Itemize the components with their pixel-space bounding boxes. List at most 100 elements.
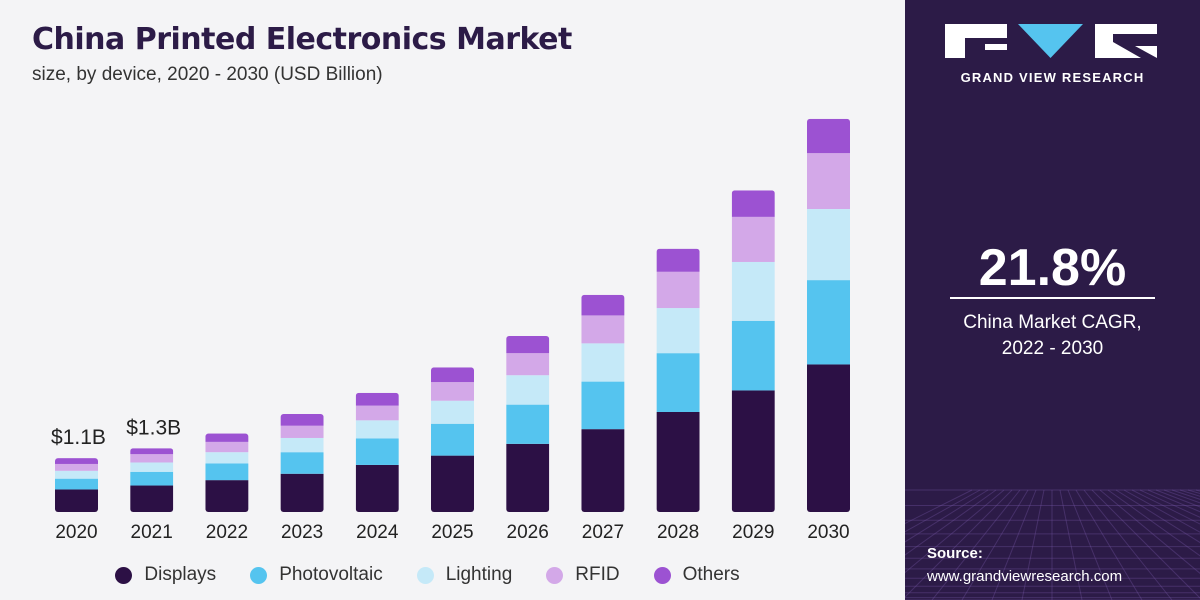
bar-2029-lighting bbox=[731, 261, 775, 321]
chart-subtitle: size, by device, 2020 - 2030 (USD Billio… bbox=[32, 64, 383, 85]
bar-2028-rfid bbox=[656, 271, 700, 309]
legend-item-photovoltaic: Photovoltaic bbox=[250, 564, 383, 586]
legend-swatch bbox=[416, 566, 434, 584]
bar-2026-lighting bbox=[506, 375, 550, 405]
bar-2027-others bbox=[581, 294, 625, 316]
x-tick-label: 2026 bbox=[507, 522, 549, 543]
bar-2026-displays bbox=[506, 443, 550, 512]
x-tick-label: 2025 bbox=[431, 522, 473, 543]
grid-line bbox=[905, 489, 1013, 598]
bar-2030-photovoltaic bbox=[807, 280, 850, 365]
legend-label: Photovoltaic bbox=[279, 564, 383, 585]
bar-2030-lighting bbox=[807, 209, 850, 281]
x-tick-label: 2022 bbox=[206, 522, 248, 543]
grid-line bbox=[1155, 489, 1200, 508]
x-tick-label: 2023 bbox=[281, 522, 323, 543]
bar-2029-photovoltaic bbox=[731, 320, 775, 391]
bar-2029-others bbox=[731, 190, 775, 217]
bar-stack-2020 bbox=[55, 458, 98, 512]
bar-2027-lighting bbox=[581, 343, 625, 382]
bar-2024-rfid bbox=[355, 405, 399, 421]
bar-2022-displays bbox=[205, 480, 249, 512]
grid-line bbox=[991, 489, 1037, 600]
bar-2024-photovoltaic bbox=[355, 438, 399, 465]
grid-line bbox=[1059, 489, 1083, 600]
bar-2026-photovoltaic bbox=[506, 404, 550, 444]
bar-stack-2023 bbox=[280, 413, 324, 512]
bar-2026-rfid bbox=[506, 353, 550, 376]
bar-stack-2026 bbox=[506, 336, 550, 512]
bar-2030-rfid bbox=[807, 153, 850, 210]
bar-stack-2025 bbox=[431, 367, 474, 512]
grid-line bbox=[1107, 489, 1200, 557]
bar-2025-others bbox=[431, 367, 474, 383]
grid-line bbox=[1067, 489, 1113, 600]
bar-2025-rfid bbox=[431, 382, 474, 401]
bar-2021-photovoltaic bbox=[130, 471, 174, 486]
bar-stack-2022 bbox=[205, 433, 249, 512]
legend-swatch bbox=[653, 566, 671, 584]
bar-2030-displays bbox=[807, 364, 850, 512]
x-tick-label: 2027 bbox=[582, 522, 624, 543]
bar-2028-photovoltaic bbox=[656, 353, 700, 412]
grid-line bbox=[1131, 489, 1200, 525]
bar-2022-others bbox=[205, 433, 249, 442]
cagr-value: 21.8% bbox=[978, 239, 1127, 297]
grid-line bbox=[1075, 489, 1143, 600]
bar-2027-rfid bbox=[581, 315, 625, 344]
bar-2026-others bbox=[506, 336, 550, 354]
legend-swatch bbox=[115, 566, 133, 584]
chart-legend: Displays Photovoltaic Lighting RFID Others bbox=[0, 562, 880, 588]
bar-2028-others bbox=[656, 248, 700, 272]
legend-label: Lighting bbox=[445, 564, 513, 585]
bar-2023-photovoltaic bbox=[280, 452, 324, 474]
grid-line bbox=[1147, 489, 1200, 513]
bar-2024-displays bbox=[355, 464, 399, 512]
bar-stack-2028 bbox=[656, 248, 700, 512]
chart-title: China Printed Electronics Market bbox=[32, 22, 572, 57]
source-url: www.grandviewresearch.com bbox=[927, 568, 1123, 585]
grid-line bbox=[1091, 489, 1200, 599]
bar-stack-2027 bbox=[581, 294, 625, 512]
grid-line bbox=[905, 489, 989, 543]
legend-swatch bbox=[546, 566, 564, 584]
grid-line bbox=[1179, 489, 1200, 497]
bar-2022-photovoltaic bbox=[205, 463, 249, 481]
legend-label: RFID bbox=[575, 564, 620, 585]
bar-2023-others bbox=[280, 413, 324, 426]
grid-line bbox=[905, 489, 1005, 574]
bar-2023-lighting bbox=[280, 437, 324, 453]
bar-2029-rfid bbox=[731, 216, 775, 262]
x-tick-label: 2030 bbox=[807, 522, 849, 543]
bar-2023-displays bbox=[280, 473, 324, 512]
grid-line bbox=[1163, 489, 1200, 504]
grid-line bbox=[1021, 489, 1045, 600]
bar-2022-rfid bbox=[205, 441, 249, 453]
legend-item-lighting: Lighting bbox=[416, 564, 513, 586]
bar-2021-lighting bbox=[130, 462, 174, 472]
legend-item-displays: Displays bbox=[115, 564, 216, 586]
grid-line bbox=[1115, 489, 1200, 544]
legend-label: Others bbox=[682, 564, 740, 585]
bar-stack-2024 bbox=[355, 392, 399, 512]
bar-2021-rfid bbox=[130, 454, 174, 463]
x-tick-label: 2029 bbox=[732, 522, 774, 543]
grid-line bbox=[1139, 489, 1200, 518]
grid-line bbox=[1083, 489, 1173, 600]
grid-line bbox=[905, 489, 981, 533]
data-label: $1.3B bbox=[126, 416, 181, 439]
x-tick-label: 2028 bbox=[657, 522, 699, 543]
legend-item-rfid: RFID bbox=[546, 564, 620, 586]
legend-swatch bbox=[250, 566, 268, 584]
bar-2020-rfid bbox=[55, 463, 98, 471]
data-label: $1.1B bbox=[51, 426, 106, 449]
bar-2020-photovoltaic bbox=[55, 478, 98, 490]
legend-item-others: Others bbox=[653, 564, 740, 586]
bar-2027-displays bbox=[581, 429, 625, 512]
grid-pattern-decoration bbox=[905, 489, 1200, 600]
grid-line bbox=[1123, 489, 1200, 533]
cagr-label-line2: 2022 - 2030 bbox=[1001, 338, 1104, 359]
grid-line bbox=[931, 489, 1021, 600]
grid-line bbox=[905, 489, 997, 556]
x-tick-label: 2024 bbox=[356, 522, 399, 543]
